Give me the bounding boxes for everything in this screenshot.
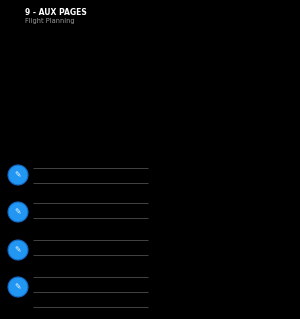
Text: ✎: ✎ bbox=[15, 170, 21, 180]
Circle shape bbox=[8, 240, 28, 260]
Text: ✎: ✎ bbox=[15, 283, 21, 292]
Text: ✎: ✎ bbox=[15, 207, 21, 217]
Text: ✎: ✎ bbox=[15, 246, 21, 255]
Circle shape bbox=[8, 165, 28, 185]
Circle shape bbox=[8, 202, 28, 222]
Text: Flight Planning: Flight Planning bbox=[25, 18, 75, 24]
Circle shape bbox=[8, 277, 28, 297]
Text: 9 - AUX PAGES: 9 - AUX PAGES bbox=[25, 8, 87, 17]
